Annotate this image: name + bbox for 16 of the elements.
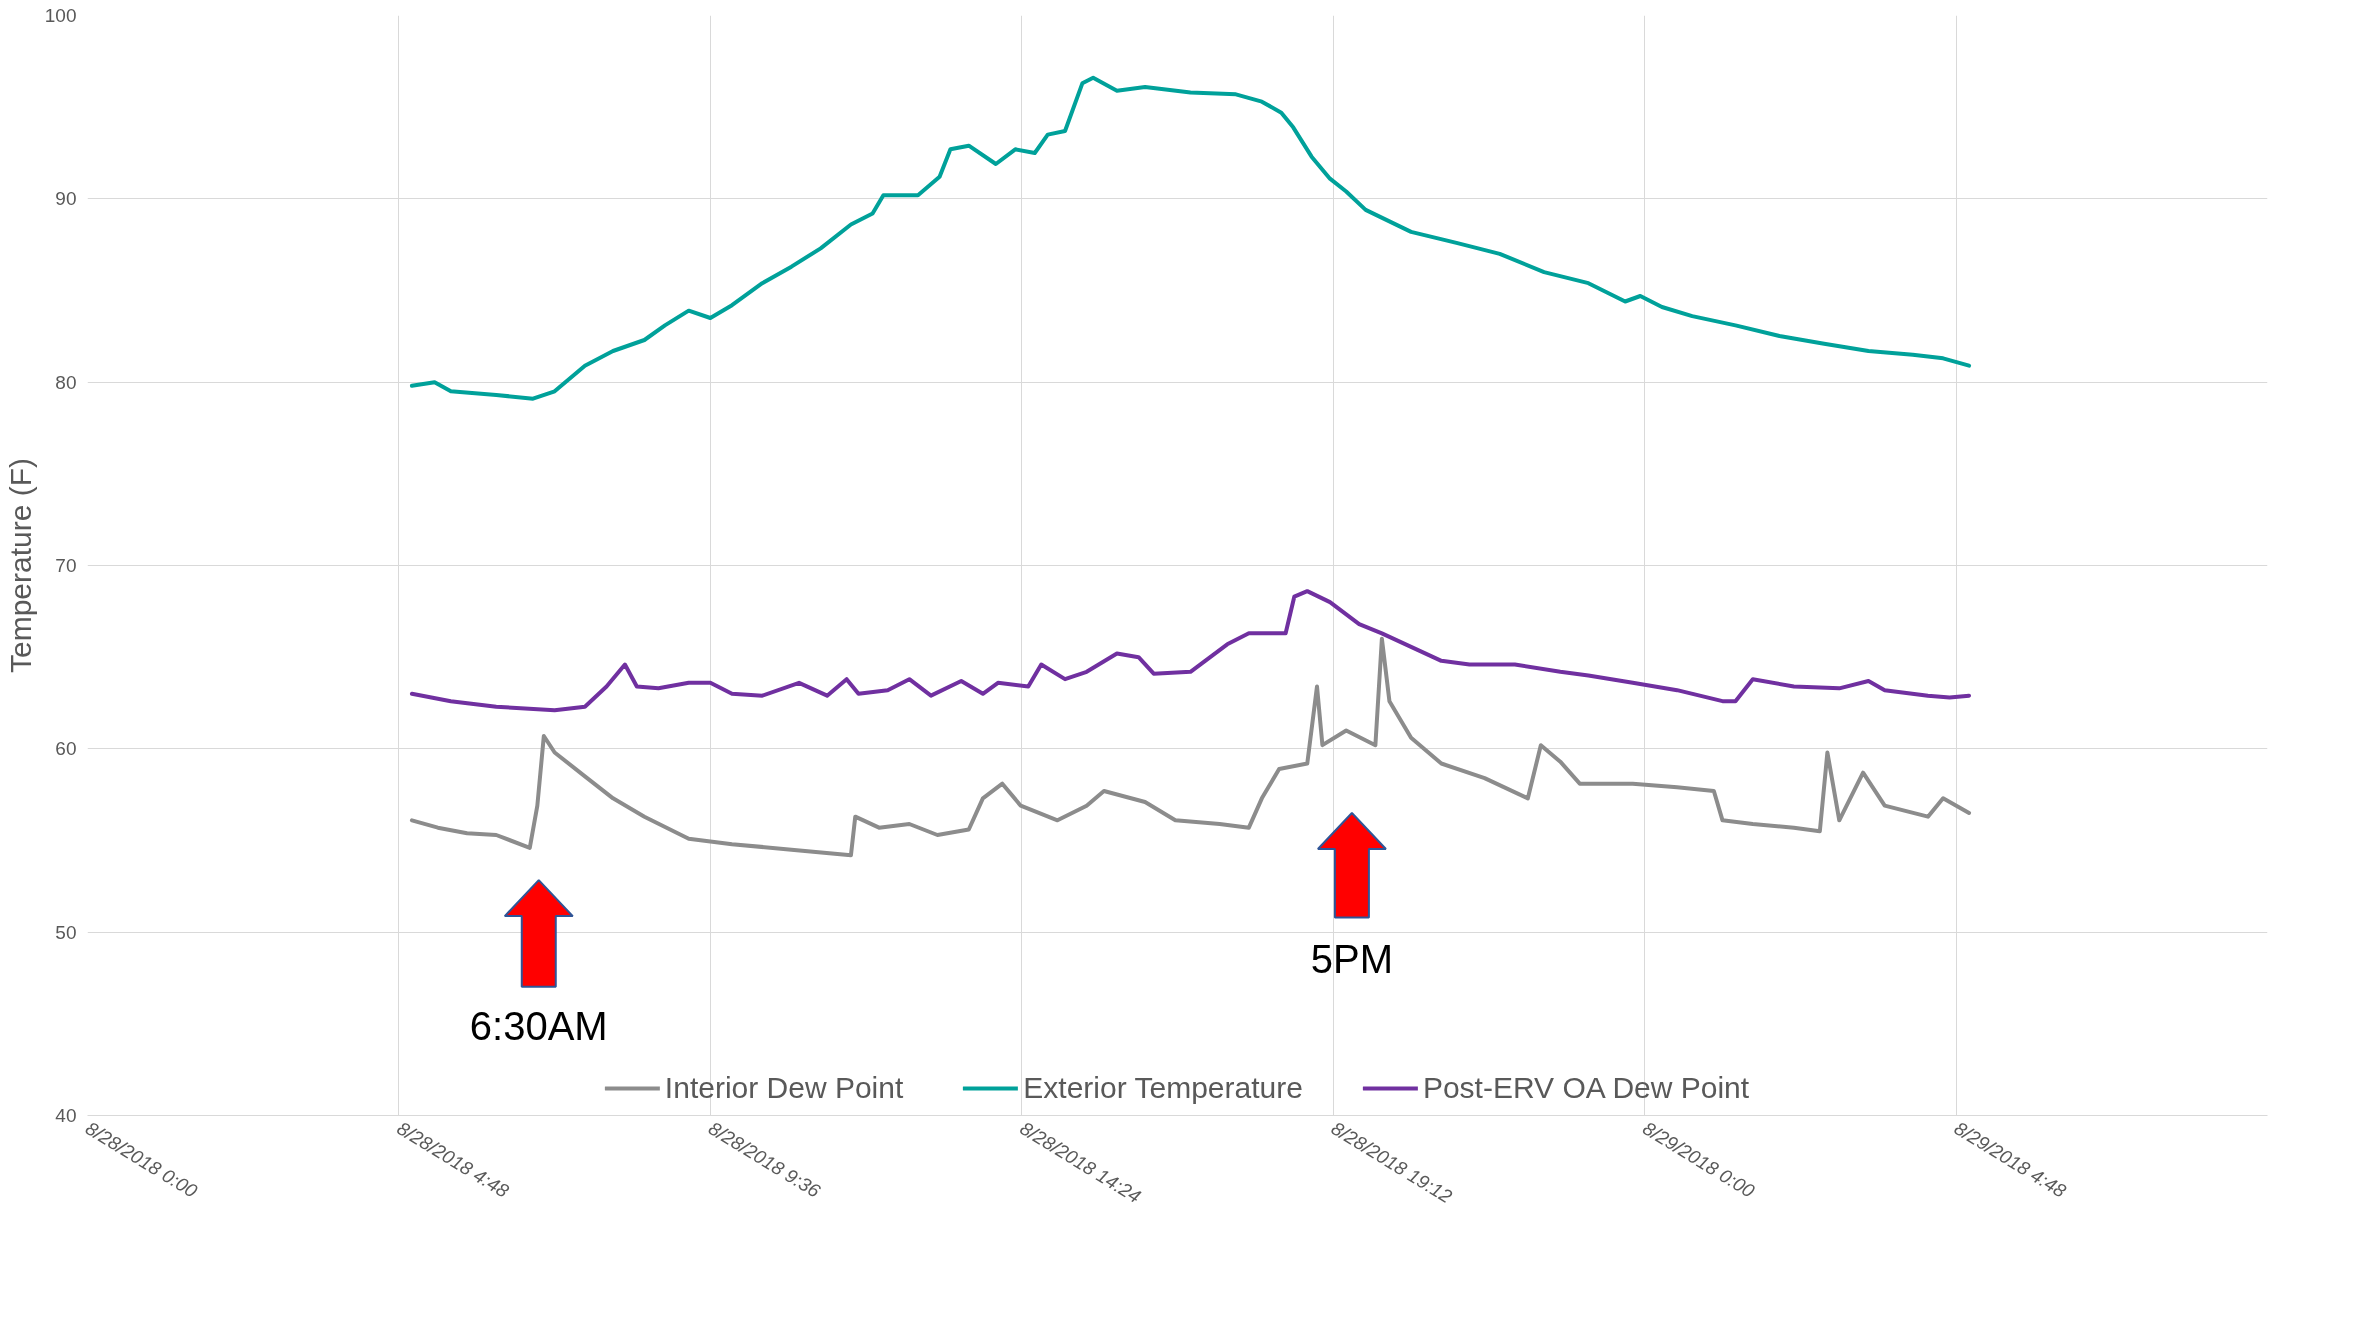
y-tick-label: 50 [55, 921, 77, 943]
y-tick-label: 60 [55, 738, 77, 760]
y-tick-label: 70 [55, 555, 77, 576]
annotation: 6:30AM [469, 1004, 608, 1049]
legend-label: Post-ERV OA Dew Point [1422, 1071, 1750, 1105]
legend-label: Exterior Temperature [1023, 1071, 1303, 1105]
y-axis-title: Temperature (F) [3, 457, 37, 674]
y-tick-label: 100 [44, 5, 77, 26]
line-series [409, 636, 1972, 858]
y-tick-label: 40 [55, 1105, 77, 1126]
annotation: 5PM [1310, 937, 1394, 982]
legend-label: Interior Dew Point [664, 1071, 904, 1105]
line-series [409, 75, 1972, 401]
y-tick-label: 90 [55, 188, 77, 210]
line-series [409, 589, 1972, 713]
y-tick-label: 80 [55, 371, 77, 393]
